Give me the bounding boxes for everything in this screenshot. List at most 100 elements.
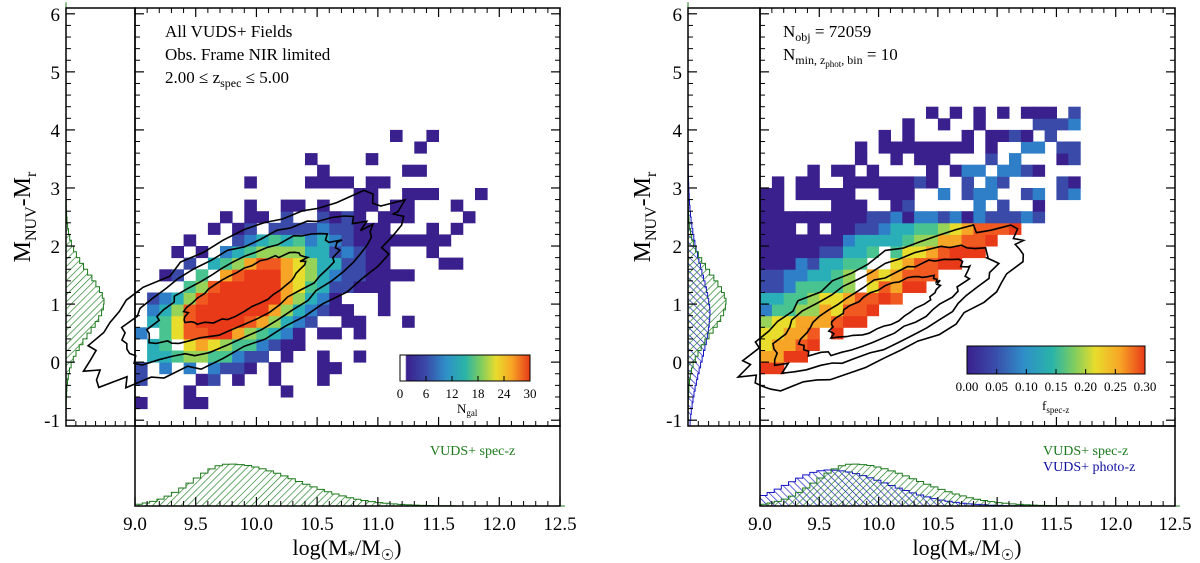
heatmap-cell <box>268 304 282 317</box>
right-axes: -1 0 1 2 3 4 5 6 9.0 9.5 10.0 10.5 11.0 11.5 12.0 12.5 <box>666 5 1191 535</box>
heatmap-cell <box>220 292 233 305</box>
heatmap-cell <box>341 176 354 189</box>
heatmap-cell <box>353 350 367 363</box>
heatmap-cell <box>317 327 330 340</box>
y-tick-label: 6 <box>673 5 683 26</box>
heatmap-cell <box>890 176 903 189</box>
right-hist-legend-photo: VUDS+ photo-z <box>1043 460 1135 475</box>
heatmap-cell <box>795 269 808 282</box>
heatmap-cell <box>341 234 354 247</box>
colorbar-tick-label: 0.05 <box>985 379 1008 394</box>
heatmap-cell <box>292 280 306 293</box>
heatmap-cell <box>783 246 797 259</box>
heatmap-cell <box>171 246 184 259</box>
heatmap-cell <box>937 246 951 259</box>
heatmap-cell <box>1044 106 1057 119</box>
heatmap-cell <box>854 141 868 154</box>
heatmap-cell <box>926 153 939 166</box>
heatmap-cell <box>207 350 221 363</box>
heatmap-cell <box>760 269 773 282</box>
heatmap-cell <box>1032 199 1046 212</box>
heatmap-cell <box>878 188 891 201</box>
heatmap-cell <box>377 246 391 259</box>
heatmap-cell <box>973 234 986 247</box>
y-tick-label: 4 <box>51 121 61 142</box>
heatmap-cell <box>135 327 148 340</box>
heatmap-cell <box>795 211 808 224</box>
heatmap-cell <box>760 315 773 328</box>
heatmap-cell <box>843 188 856 201</box>
heatmap-cell <box>760 234 773 247</box>
heatmap-cell <box>341 211 354 224</box>
contour-line <box>735 224 1027 392</box>
heatmap-cell <box>147 350 160 363</box>
heatmap-cell <box>207 222 221 235</box>
heatmap-cell <box>256 315 269 328</box>
heatmap-cell <box>771 211 785 224</box>
heatmap-cell <box>997 199 1010 212</box>
heatmap-cell <box>280 257 294 270</box>
heatmap-cell <box>760 362 773 375</box>
heatmap-cell <box>854 211 868 224</box>
left-yhist-frame <box>65 7 136 427</box>
heatmap-cell <box>353 234 367 247</box>
heatmap-cell <box>854 222 868 235</box>
heatmap-cell <box>329 222 342 235</box>
heatmap-cell <box>890 222 903 235</box>
heatmap-cell <box>292 199 306 212</box>
colorbar-tick-label: 0.30 <box>1134 379 1157 394</box>
heatmap-cell <box>365 153 379 166</box>
heatmap-cell <box>866 292 880 305</box>
heatmap-cell <box>171 315 184 328</box>
contour-line <box>797 258 972 358</box>
heatmap-cell <box>365 246 379 259</box>
heatmap-cell <box>268 246 282 259</box>
heatmap-cell <box>147 338 160 351</box>
heatmap-cell <box>280 280 294 293</box>
heatmap-cell <box>402 199 415 212</box>
heatmap-cell <box>159 269 172 282</box>
x-tick-label: 12.5 <box>543 514 576 535</box>
heatmap-cell <box>329 304 342 317</box>
heatmap-cell <box>926 141 939 154</box>
heatmap-cell <box>973 164 986 177</box>
heatmap-cell <box>961 234 974 247</box>
heatmap-cell <box>854 304 868 317</box>
x-tick-label: 9.0 <box>123 514 147 535</box>
heatmap-cell <box>771 176 785 189</box>
right-heatmap <box>760 106 1081 375</box>
heatmap-cell <box>890 269 903 282</box>
heatmap-cell <box>807 164 820 177</box>
heatmap-cell <box>183 362 197 375</box>
heatmap-cell <box>317 257 330 270</box>
heatmap-cell <box>914 222 927 235</box>
heatmap-cell <box>1056 141 1069 154</box>
heatmap-cell <box>329 327 342 340</box>
left-x-axis-label: log(M*/M☉) <box>293 535 402 563</box>
heatmap-cell <box>854 176 868 189</box>
heatmap-cell <box>232 234 245 247</box>
y-tick-label: -1 <box>666 411 682 432</box>
heatmap-cell <box>426 246 439 259</box>
heatmap-cell <box>771 257 785 270</box>
heatmap-cell <box>426 222 439 235</box>
colorbar-tick-label: 18 <box>472 386 485 401</box>
heatmap-cell <box>1044 118 1057 131</box>
y-tick-label: 5 <box>51 63 61 84</box>
heatmap-cell <box>390 234 403 247</box>
colorbar-tick-label: 0 <box>397 386 404 401</box>
heatmap-cell <box>377 292 391 305</box>
heatmap-cell <box>1020 164 1034 177</box>
heatmap-cell <box>807 257 820 270</box>
heatmap-cell <box>914 141 927 154</box>
heatmap-cell <box>377 222 391 235</box>
heatmap-cell <box>1068 188 1081 201</box>
x-histogram-bars <box>134 463 565 507</box>
heatmap-cell <box>902 280 915 293</box>
heatmap-cell <box>783 338 797 351</box>
heatmap-cell <box>402 164 415 177</box>
heatmap-cell <box>771 280 785 293</box>
colorbar-tick-label: 0.00 <box>956 379 979 394</box>
y-tick-label: 0 <box>51 353 61 374</box>
